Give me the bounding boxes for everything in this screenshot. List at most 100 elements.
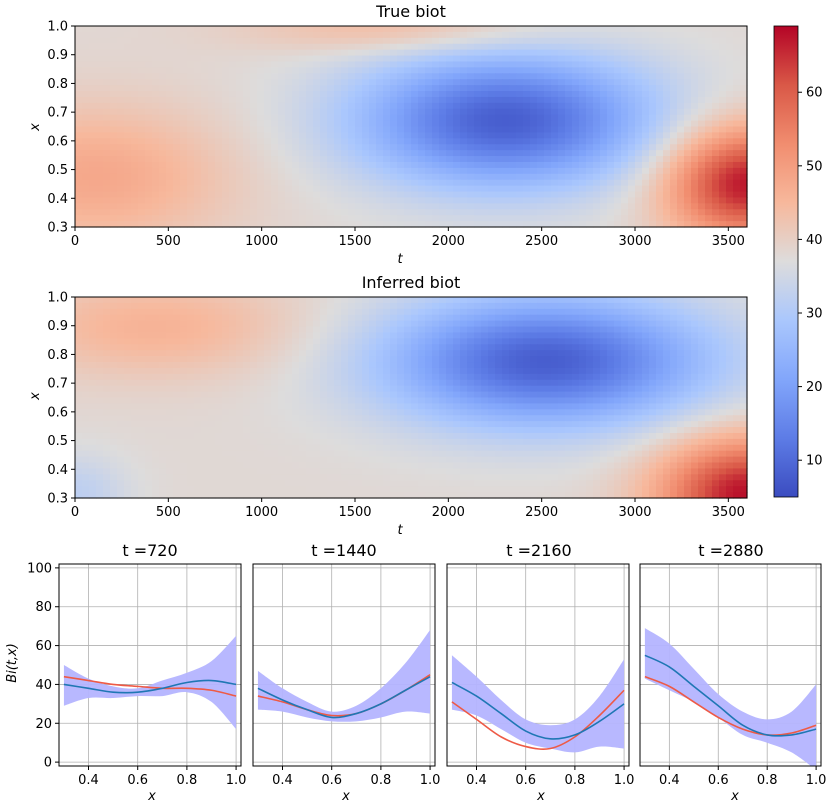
heatmap-cell (614, 326, 622, 334)
heatmap-cell (579, 356, 587, 363)
heatmap-cell (376, 55, 384, 63)
heatmap-cell (474, 120, 482, 128)
heatmap-cell (684, 332, 692, 339)
heatmap-cell (460, 67, 468, 74)
heatmap-cell (285, 61, 293, 68)
heatmap-cell (670, 138, 678, 145)
heatmap-cell (649, 338, 657, 345)
heatmap-cell (89, 297, 97, 304)
heatmap-cell (96, 338, 104, 345)
heatmap-cell (362, 191, 370, 199)
heatmap-cell (488, 85, 496, 92)
heatmap-cell (306, 61, 314, 68)
heatmap-cell (544, 191, 552, 199)
heatmap-cell (670, 26, 678, 33)
heatmap-cell (565, 173, 573, 181)
heatmap-cell (691, 391, 699, 399)
heatmap-cell (334, 96, 342, 104)
heatmap-cell (607, 49, 615, 57)
heatmap-cell (96, 144, 104, 151)
heatmap-cell (285, 209, 293, 216)
heatmap-cell (544, 367, 552, 375)
heatmap-cell (229, 138, 237, 145)
heatmap-cell (453, 132, 461, 139)
heatmap-cell (334, 26, 342, 33)
heatmap-cell (712, 221, 720, 228)
heatmap-cell (292, 221, 300, 228)
heatmap-cell (103, 385, 111, 393)
heatmap-cell (194, 314, 202, 322)
heatmap-cell (502, 102, 510, 110)
heatmap-cell (89, 108, 97, 116)
heatmap-cell (502, 391, 510, 399)
heatmap-cell (390, 43, 398, 51)
heatmap-cell (726, 356, 734, 363)
heatmap-cell (719, 332, 727, 339)
heatmap-cell (229, 156, 237, 163)
heatmap-cell (411, 356, 419, 363)
heatmap-cell (236, 185, 244, 193)
heatmap-cell (131, 373, 139, 381)
heatmap-cell (460, 350, 468, 357)
heatmap-cell (481, 397, 489, 405)
heatmap-cell (404, 55, 412, 63)
heatmap-cell (194, 31, 202, 39)
heatmap-cell (446, 179, 454, 187)
heatmap-cell (600, 31, 608, 39)
heatmap-cell (271, 391, 279, 399)
heatmap-cell (117, 209, 125, 216)
heatmap-cell (404, 96, 412, 104)
heatmap-cell (313, 73, 321, 80)
heatmap-cell (446, 85, 454, 92)
heatmap-cell (551, 61, 559, 68)
heatmap-cell (194, 173, 202, 181)
heatmap-cell (579, 215, 587, 222)
heatmap-cell (628, 161, 636, 169)
heatmap-cell (677, 120, 685, 128)
heatmap-cell (285, 132, 293, 139)
heatmap-cell (705, 203, 713, 210)
heatmap-cell (425, 150, 433, 157)
heatmap-cell (299, 338, 307, 345)
heatmap-cell (243, 385, 251, 393)
heatmap-cell (124, 156, 132, 163)
heatmap-cell (397, 79, 405, 86)
heatmap-cell (215, 120, 223, 128)
heatmap-cell (257, 332, 265, 339)
heatmap-cell (82, 197, 90, 204)
heatmap-cell (271, 191, 279, 199)
heatmap-cell (229, 161, 237, 169)
heatmap-cell (740, 338, 748, 345)
heatmap-cell (208, 197, 216, 204)
heatmap-cell (243, 161, 251, 169)
heatmap-cell (236, 79, 244, 86)
heatmap-cell (229, 197, 237, 204)
heatmap-cell (334, 55, 342, 63)
heatmap-cell (285, 338, 293, 345)
heatmap-cell (411, 73, 419, 80)
heatmap-cell (635, 138, 643, 145)
heatmap-cell (649, 108, 657, 116)
heatmap-cell (684, 215, 692, 222)
heatmap-cell (509, 326, 517, 334)
heatmap-cell (285, 114, 293, 122)
heatmap-cell (621, 49, 629, 57)
heatmap-cell (572, 126, 580, 134)
heatmap-cell (124, 297, 132, 304)
heatmap-cell (481, 79, 489, 86)
heatmap-cell (89, 397, 97, 405)
heatmap-cell (376, 221, 384, 228)
heatmap-cell (292, 367, 300, 375)
heatmap-cell (334, 37, 342, 45)
heatmap-cell (712, 31, 720, 39)
heatmap-cell (348, 215, 356, 222)
heatmap-cell (341, 373, 349, 381)
heatmap-cell (397, 209, 405, 216)
heatmap-cell (446, 350, 454, 357)
heatmap-cell (614, 320, 622, 328)
heatmap-cell (523, 197, 531, 204)
heatmap-cell (299, 302, 307, 310)
heatmap-cell (530, 326, 538, 334)
heatmap-cell (530, 73, 538, 80)
heatmap-cell (593, 350, 601, 357)
